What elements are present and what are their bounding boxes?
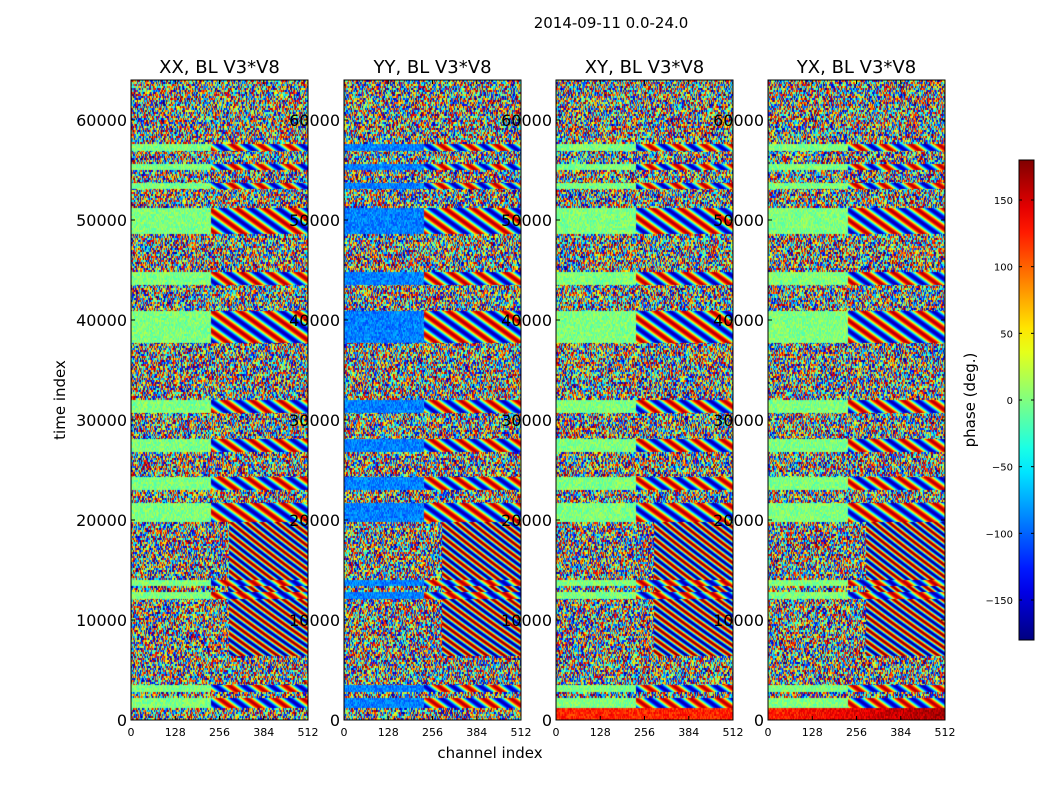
figure-title: 2014-09-11 0.0-24.0 xyxy=(534,14,689,32)
y-tick-label: 40000 xyxy=(289,311,340,330)
y-tick-label: 60000 xyxy=(501,111,552,130)
panel-title: YX, BL V3*V8 xyxy=(796,57,916,78)
x-tick-label: 512 xyxy=(511,726,532,739)
y-tick-label: 60000 xyxy=(289,111,340,130)
y-tick-label: 0 xyxy=(542,711,552,730)
y-tick-label: 50000 xyxy=(76,211,127,230)
colorbar-label: phase (deg.) xyxy=(961,353,979,448)
y-tick-label: 0 xyxy=(754,711,764,730)
x-tick-label: 128 xyxy=(802,726,823,739)
y-tick-label: 30000 xyxy=(289,411,340,430)
y-tick-label: 60000 xyxy=(713,111,764,130)
y-tick-label: 0 xyxy=(117,711,127,730)
colorbar: 150 100 50 0 −50 −100 −150 phase (deg.) xyxy=(961,159,1035,641)
y-tick-label: 30000 xyxy=(76,411,127,430)
x-tick-label: 0 xyxy=(128,726,135,739)
x-tick-label: 256 xyxy=(422,726,443,739)
y-tick-label: 40000 xyxy=(501,311,552,330)
y-tick-label: 20000 xyxy=(76,511,127,530)
y-tick-label: 10000 xyxy=(76,611,127,630)
x-tick-label: 384 xyxy=(466,726,487,739)
panel-3: XY, BL V3*V8 0 128 256 384 512 0 10000 20000 3000… xyxy=(501,57,743,739)
x-tick-label: 128 xyxy=(165,726,186,739)
colorbar-tick-label: −100 xyxy=(986,529,1013,540)
colorbar-tick-label: −50 xyxy=(992,463,1013,474)
y-tick-label: 50000 xyxy=(289,211,340,230)
phase-heatmap-2 xyxy=(344,80,521,720)
panels: XX, BL V3*V8 0 128 256 384 512 0 10000 20000 3000… xyxy=(76,57,955,739)
y-tick-label: 30000 xyxy=(501,411,552,430)
y-tick-label: 10000 xyxy=(289,611,340,630)
y-tick-label: 0 xyxy=(330,711,340,730)
x-tick-label: 512 xyxy=(723,726,744,739)
x-tick-label: 128 xyxy=(590,726,611,739)
x-tick-label: 256 xyxy=(846,726,867,739)
x-tick-label: 512 xyxy=(298,726,319,739)
x-tick-label: 384 xyxy=(678,726,699,739)
x-tick-label: 256 xyxy=(209,726,230,739)
colorbar-tick-label: 150 xyxy=(994,196,1013,207)
colorbar-tick-label: 50 xyxy=(1000,329,1013,340)
y-tick-label: 60000 xyxy=(76,111,127,130)
y-tick-label: 10000 xyxy=(501,611,552,630)
y-tick-label: 20000 xyxy=(289,511,340,530)
phase-heatmap-1 xyxy=(131,80,308,720)
panel-2: YY, BL V3*V8 0 128 256 384 512 0 10000 20000 3000… xyxy=(289,57,531,739)
x-tick-label: 384 xyxy=(253,726,274,739)
panel-title: YY, BL V3*V8 xyxy=(372,57,491,78)
y-tick-label: 20000 xyxy=(501,511,552,530)
x-axis-label: channel index xyxy=(437,744,542,762)
panel-1: XX, BL V3*V8 0 128 256 384 512 0 10000 20000 3000… xyxy=(76,57,318,739)
y-tick-label: 50000 xyxy=(713,211,764,230)
phase-heatmap-4 xyxy=(768,80,945,720)
x-tick-label: 0 xyxy=(341,726,348,739)
y-axis-label: time index xyxy=(51,360,69,440)
x-tick-label: 0 xyxy=(765,726,772,739)
x-tick-label: 0 xyxy=(553,726,560,739)
x-tick-label: 256 xyxy=(634,726,655,739)
panel-title: XX, BL V3*V8 xyxy=(159,57,280,78)
colorbar-tick-label: 0 xyxy=(1007,396,1013,407)
y-tick-label: 20000 xyxy=(713,511,764,530)
panel-title: XY, BL V3*V8 xyxy=(585,57,704,78)
x-tick-label: 512 xyxy=(935,726,956,739)
x-tick-label: 128 xyxy=(378,726,399,739)
y-tick-label: 10000 xyxy=(713,611,764,630)
y-tick-label: 40000 xyxy=(76,311,127,330)
y-tick-label: 40000 xyxy=(713,311,764,330)
y-tick-label: 50000 xyxy=(501,211,552,230)
phase-heatmap-3 xyxy=(556,80,733,720)
x-tick-label: 384 xyxy=(890,726,911,739)
colorbar-tick-label: −150 xyxy=(986,596,1013,607)
colorbar-tick-label: 100 xyxy=(994,263,1013,274)
y-tick-label: 30000 xyxy=(713,411,764,430)
panel-4: YX, BL V3*V8 0 128 256 384 512 0 10000 20000 3000… xyxy=(713,57,955,739)
